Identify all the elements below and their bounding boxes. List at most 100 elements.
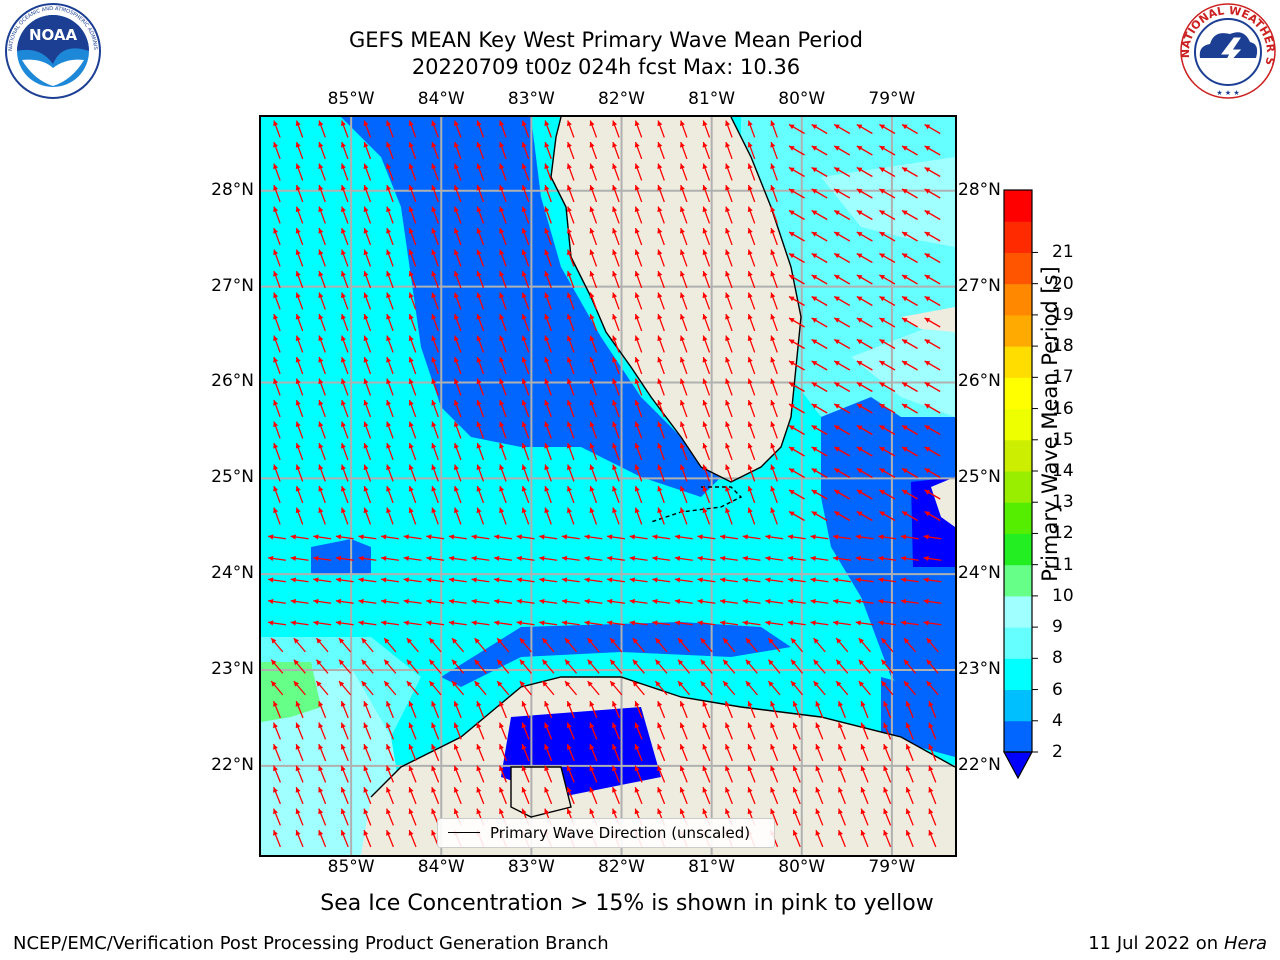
wave-arrow xyxy=(273,743,281,762)
wave-arrow xyxy=(313,555,332,562)
wave-arrow xyxy=(747,184,756,203)
wave-arrow xyxy=(521,163,530,181)
wave-arrow xyxy=(856,446,873,457)
wave-arrow xyxy=(747,335,756,353)
wave-arrow xyxy=(476,313,485,332)
colorbar-title: Primary Wave Mean Period [s] xyxy=(1038,266,1062,582)
wave-arrow xyxy=(521,120,530,138)
wave-arrow xyxy=(657,120,665,138)
wave-arrow xyxy=(901,381,918,393)
wave-arrow xyxy=(476,464,485,482)
wave-arrow xyxy=(742,598,761,605)
wave-arrow xyxy=(833,381,851,393)
wave-arrow xyxy=(719,598,739,605)
wave-arrow xyxy=(539,577,558,583)
wave-arrow xyxy=(811,145,828,156)
wave-arrow xyxy=(900,620,919,626)
wave-arrow xyxy=(313,598,332,605)
wave-arrow xyxy=(521,507,530,525)
wave-arrow xyxy=(386,249,394,267)
wave-arrow xyxy=(697,555,716,562)
wave-arrow xyxy=(747,313,756,332)
wave-arrow xyxy=(544,485,552,504)
wave-arrow xyxy=(788,188,805,199)
lat-tick-label: 23°N xyxy=(211,659,254,680)
wave-arrow xyxy=(544,292,552,310)
wave-arrow xyxy=(499,270,507,289)
wave-arrow xyxy=(516,555,535,562)
wave-arrow xyxy=(476,120,485,138)
wave-arrow xyxy=(476,270,485,289)
wave-arrow xyxy=(725,765,733,783)
wave-arrow xyxy=(431,786,440,805)
wave-arrow xyxy=(606,555,626,562)
wave-arrow xyxy=(408,292,417,310)
wave-arrow xyxy=(584,534,603,540)
wave-arrow xyxy=(363,722,372,740)
colorbar-tick-label: 16 xyxy=(1052,398,1074,419)
wave-arrow xyxy=(815,786,824,805)
wave-arrow xyxy=(742,577,761,583)
wave-arrow xyxy=(426,577,445,583)
wave-arrow xyxy=(810,620,829,626)
wave-arrow xyxy=(564,659,578,674)
wave-arrow xyxy=(903,637,917,653)
wave-arrow xyxy=(629,620,648,626)
wave-arrow xyxy=(928,700,937,719)
wave-arrow xyxy=(634,743,643,762)
wave-arrow xyxy=(521,206,530,224)
wave-arrow xyxy=(363,163,372,181)
wave-arrow xyxy=(561,598,580,605)
wave-arrow xyxy=(903,659,917,674)
wave-arrow xyxy=(674,620,693,626)
legend-label: Primary Wave Direction (unscaled) xyxy=(490,824,751,842)
wave-arrow xyxy=(901,403,918,414)
wave-arrow xyxy=(541,637,555,653)
wave-arrow xyxy=(629,555,648,562)
wave-arrow xyxy=(493,620,513,626)
wave-arrow xyxy=(403,620,422,626)
wave-arrow xyxy=(476,700,485,719)
wave-arrow xyxy=(431,356,439,375)
wave-arrow xyxy=(832,620,852,626)
wave-arrow xyxy=(883,808,892,826)
wave-arrow xyxy=(340,163,349,181)
wave-arrow xyxy=(770,399,778,418)
wave-arrow xyxy=(295,270,304,289)
wave-arrow xyxy=(725,378,733,396)
wave-arrow xyxy=(318,206,326,224)
wave-arrow xyxy=(318,335,326,353)
wave-arrow xyxy=(858,680,871,696)
wave-arrow xyxy=(856,295,873,307)
wave-arrow xyxy=(361,637,374,653)
wave-arrow xyxy=(521,485,530,504)
wave-arrow xyxy=(499,249,507,267)
wave-arrow xyxy=(924,145,941,156)
wave-arrow xyxy=(453,485,462,504)
colorbar-segment xyxy=(1004,658,1032,691)
wave-arrow xyxy=(833,360,851,371)
wave-arrow xyxy=(679,292,688,310)
wave-arrow xyxy=(838,722,846,740)
wave-arrow xyxy=(747,464,756,482)
wave-arrow xyxy=(471,534,490,540)
wave-arrow xyxy=(788,252,805,264)
wave-arrow xyxy=(815,743,824,762)
wave-arrow xyxy=(634,421,643,439)
wave-arrow xyxy=(833,295,851,307)
wave-arrow xyxy=(880,680,894,696)
wave-arrow xyxy=(471,555,490,562)
wave-arrow xyxy=(725,227,733,246)
wave-arrow xyxy=(702,270,711,289)
wave-arrow xyxy=(386,270,394,289)
colorbar-segment xyxy=(1004,252,1032,285)
wave-arrow xyxy=(606,620,626,626)
wave-arrow xyxy=(566,292,575,310)
wave-arrow xyxy=(923,555,942,562)
wave-arrow xyxy=(860,786,869,805)
wave-arrow xyxy=(544,421,552,439)
wave-arrow xyxy=(856,338,873,350)
wave-arrow xyxy=(267,555,287,562)
wave-arrow xyxy=(267,598,287,605)
wave-arrow xyxy=(386,507,394,525)
